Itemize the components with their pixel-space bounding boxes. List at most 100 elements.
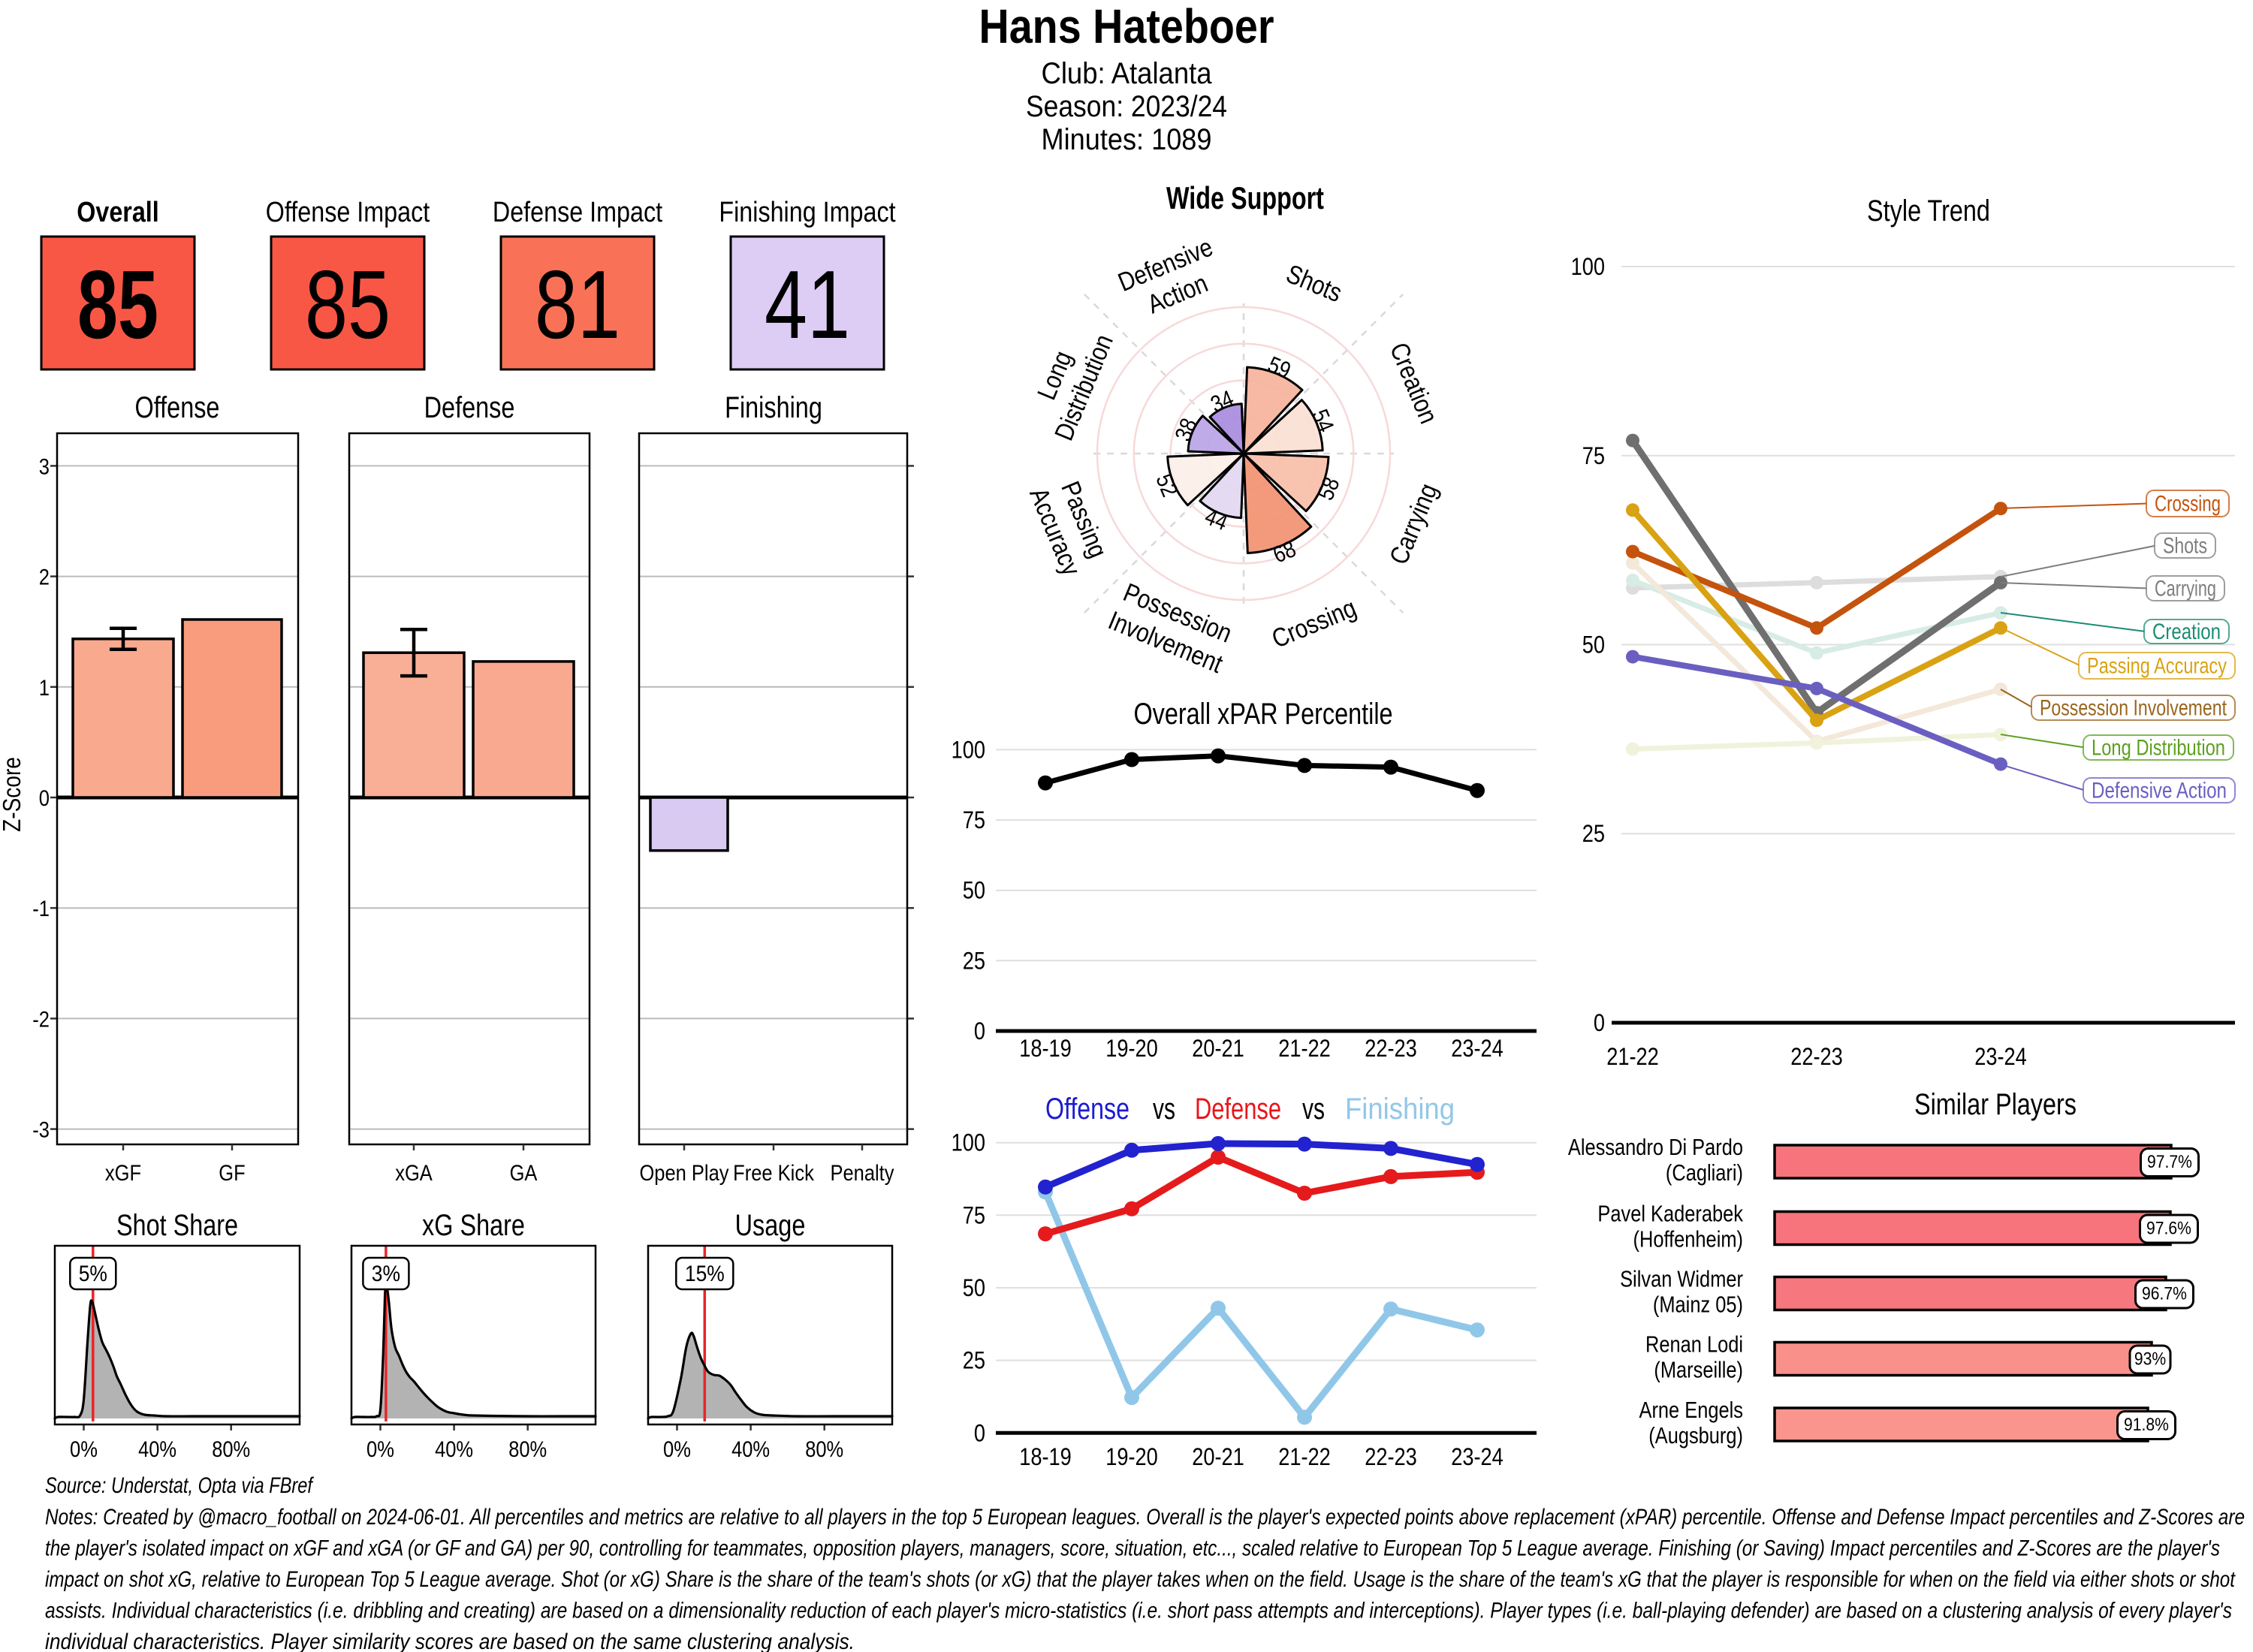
svg-text:20-21: 20-21 (1192, 1035, 1244, 1062)
svg-text:Offense: Offense (1045, 1093, 1130, 1126)
svg-text:3%: 3% (372, 1262, 400, 1286)
svg-text:Z-Score: Z-Score (0, 757, 26, 832)
svg-text:41: 41 (765, 251, 850, 359)
svg-text:75: 75 (963, 1201, 985, 1228)
svg-text:Finishing: Finishing (1345, 1093, 1455, 1126)
svg-text:80%: 80% (212, 1437, 250, 1462)
svg-text:Offense: Offense (135, 391, 220, 424)
svg-text:Minutes: 1089: Minutes: 1089 (1042, 123, 1212, 156)
svg-text:xG Share: xG Share (422, 1209, 525, 1242)
svg-text:100: 100 (952, 1129, 985, 1156)
svg-text:Silvan Widmer: Silvan Widmer (1620, 1266, 1743, 1292)
svg-text:1: 1 (39, 676, 50, 701)
svg-text:vs: vs (1153, 1093, 1175, 1126)
svg-text:20-21: 20-21 (1192, 1443, 1244, 1470)
svg-text:75: 75 (1582, 442, 1605, 469)
svg-text:80%: 80% (805, 1437, 843, 1462)
svg-text:Similar Players: Similar Players (1914, 1088, 2077, 1121)
svg-text:impact on shot xG, relative to: impact on shot xG, relative to European … (45, 1567, 2236, 1592)
svg-text:81: 81 (535, 251, 620, 359)
svg-text:18-19: 18-19 (1019, 1443, 1072, 1470)
svg-text:40%: 40% (435, 1437, 473, 1462)
svg-text:Source: Understat, Opta via FB: Source: Understat, Opta via FBref (45, 1473, 314, 1498)
svg-text:Wide Support: Wide Support (1166, 180, 1324, 216)
svg-text:93%: 93% (2134, 1349, 2166, 1370)
svg-text:100: 100 (952, 736, 985, 763)
svg-text:50: 50 (1582, 632, 1605, 659)
svg-text:Hans Hateboer: Hans Hateboer (979, 0, 1274, 53)
svg-text:25: 25 (963, 947, 985, 974)
svg-text:22-23: 22-23 (1365, 1443, 1417, 1470)
svg-text:Crossing: Crossing (2155, 492, 2221, 517)
svg-text:individual characteristics. Pl: individual characteristics. Player simil… (45, 1629, 855, 1652)
svg-text:Free Kick: Free Kick (733, 1161, 815, 1186)
svg-text:Passing Accuracy: Passing Accuracy (2087, 654, 2227, 679)
svg-text:Arne Engels: Arne Engels (1639, 1397, 1744, 1423)
svg-text:25: 25 (963, 1347, 985, 1374)
svg-text:assists. Individual characteri: assists. Individual characteristics (i.e… (45, 1599, 2232, 1623)
svg-text:Penalty: Penalty (830, 1161, 894, 1186)
svg-text:xGF: xGF (105, 1161, 141, 1186)
svg-text:Overall: Overall (77, 197, 159, 228)
svg-text:(Augsburg): (Augsburg) (1648, 1422, 1743, 1449)
svg-text:GA: GA (510, 1161, 538, 1186)
svg-text:-3: -3 (32, 1118, 50, 1143)
svg-text:the player's isolated impact o: the player's isolated impact on xGF and … (45, 1536, 2220, 1561)
svg-text:0: 0 (974, 1017, 985, 1045)
svg-text:18-19: 18-19 (1019, 1035, 1072, 1062)
svg-text:Club: Atalanta: Club: Atalanta (1042, 57, 1213, 90)
svg-text:Shot Share: Shot Share (116, 1209, 238, 1242)
svg-text:22-23: 22-23 (1365, 1035, 1417, 1062)
svg-text:Style Trend: Style Trend (1867, 194, 1990, 228)
svg-text:Season: 2023/24: Season: 2023/24 (1026, 90, 1227, 123)
svg-text:Finishing Impact: Finishing Impact (719, 197, 896, 228)
svg-text:21-22: 21-22 (1606, 1043, 1659, 1070)
svg-text:21-22: 21-22 (1278, 1035, 1331, 1062)
svg-text:96.7%: 96.7% (2142, 1284, 2187, 1304)
svg-text:97.6%: 97.6% (2146, 1219, 2191, 1239)
svg-text:vs: vs (1302, 1093, 1325, 1126)
svg-text:Renan Lodi: Renan Lodi (1645, 1331, 1743, 1358)
svg-text:Pavel Kaderabek: Pavel Kaderabek (1597, 1201, 1743, 1227)
svg-text:91.8%: 91.8% (2124, 1415, 2169, 1435)
svg-text:GF: GF (219, 1161, 245, 1186)
svg-text:75: 75 (963, 806, 985, 834)
svg-text:xGA: xGA (395, 1161, 433, 1186)
svg-text:19-20: 19-20 (1105, 1035, 1158, 1062)
svg-text:(Marseille): (Marseille) (1654, 1357, 1743, 1383)
svg-text:23-24: 23-24 (1974, 1043, 2027, 1070)
svg-text:Carrying: Carrying (2155, 577, 2216, 601)
svg-text:80%: 80% (508, 1437, 547, 1462)
svg-text:Alessandro Di Pardo: Alessandro Di Pardo (1568, 1134, 1743, 1160)
svg-text:85: 85 (77, 251, 158, 359)
svg-text:Usage: Usage (735, 1209, 806, 1242)
svg-text:0%: 0% (70, 1437, 98, 1462)
svg-text:0: 0 (1594, 1009, 1605, 1036)
svg-text:Notes: Created by @macro_footb: Notes: Created by @macro_football on 202… (45, 1505, 2245, 1530)
svg-text:Possession Involvement: Possession Involvement (2040, 696, 2227, 721)
svg-text:25: 25 (1582, 820, 1605, 847)
svg-text:40%: 40% (731, 1437, 770, 1462)
svg-text:Defensive Action: Defensive Action (2092, 779, 2227, 803)
svg-text:100: 100 (1571, 253, 1605, 280)
svg-text:50: 50 (963, 1274, 985, 1301)
svg-text:23-24: 23-24 (1451, 1443, 1504, 1470)
svg-text:Offense Impact: Offense Impact (266, 197, 430, 228)
svg-text:Defense: Defense (1195, 1093, 1281, 1126)
svg-text:Finishing: Finishing (725, 391, 822, 424)
svg-text:Overall xPAR Percentile: Overall xPAR Percentile (1133, 698, 1392, 731)
svg-text:Shots: Shots (2163, 534, 2207, 559)
svg-text:-1: -1 (32, 897, 50, 921)
svg-text:85: 85 (305, 251, 391, 359)
svg-text:Defense Impact: Defense Impact (493, 197, 663, 228)
svg-text:23-24: 23-24 (1451, 1035, 1504, 1062)
svg-text:Long Distribution: Long Distribution (2092, 736, 2225, 761)
svg-text:Defense: Defense (424, 391, 515, 424)
svg-text:50: 50 (963, 877, 985, 904)
svg-text:-2: -2 (32, 1007, 50, 1032)
svg-text:0: 0 (974, 1419, 985, 1446)
svg-text:22-23: 22-23 (1790, 1043, 1843, 1070)
svg-text:2: 2 (39, 565, 50, 590)
svg-text:19-20: 19-20 (1105, 1443, 1158, 1470)
svg-text:15%: 15% (685, 1262, 725, 1286)
